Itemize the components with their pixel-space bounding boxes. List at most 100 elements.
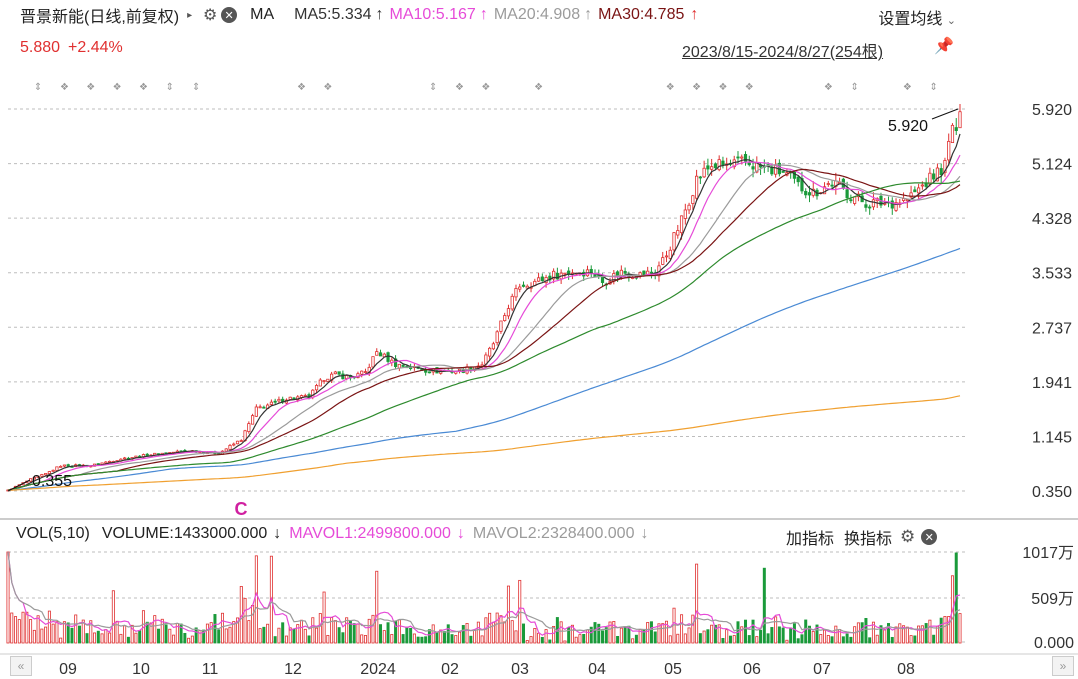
volume-bar bbox=[510, 620, 514, 644]
scroll-left-button[interactable]: « bbox=[10, 656, 32, 676]
volume-averages bbox=[7, 551, 961, 636]
volume-bar bbox=[815, 624, 819, 644]
candle-body bbox=[664, 255, 669, 258]
close-icon[interactable]: ✕ bbox=[921, 529, 938, 545]
candle-body bbox=[55, 466, 59, 471]
candle-body bbox=[341, 373, 345, 380]
volume-bar bbox=[254, 555, 258, 644]
gear-icon[interactable]: ⚙ bbox=[900, 527, 916, 546]
candle-body bbox=[913, 189, 917, 193]
x-tick: 02 bbox=[441, 661, 459, 678]
volume-bar bbox=[62, 621, 66, 644]
volume-bar bbox=[616, 635, 620, 644]
up-arrow-icon: ↑ bbox=[479, 6, 488, 23]
close-icon[interactable]: ✕ bbox=[221, 7, 238, 23]
candle-body bbox=[935, 167, 940, 182]
volume-bar bbox=[454, 635, 458, 644]
date-range[interactable]: 2023/8/15-2024/8/27(254根) bbox=[682, 44, 884, 61]
event-marker-icon: ⇕ bbox=[929, 82, 937, 93]
volume-bar bbox=[93, 632, 97, 644]
event-marker-icon: ❖ bbox=[113, 82, 122, 93]
scroll-right-button[interactable]: » bbox=[1052, 656, 1074, 676]
volume-bar bbox=[871, 621, 875, 644]
volume-tick: 0.000 bbox=[1034, 635, 1074, 652]
candle-body bbox=[804, 190, 808, 196]
volume-bar bbox=[875, 634, 879, 644]
candle-body bbox=[947, 140, 951, 161]
ma-settings-button[interactable]: 设置均线 ⌄ bbox=[878, 5, 956, 29]
volume-bar bbox=[691, 614, 695, 644]
volume-bar bbox=[747, 635, 751, 644]
volume-bar bbox=[341, 632, 345, 644]
x-tick: 12 bbox=[284, 661, 302, 678]
candle-body bbox=[683, 209, 687, 219]
candle-body bbox=[393, 358, 398, 368]
volume-bar bbox=[205, 623, 209, 644]
event-marker-icon: ❖ bbox=[718, 82, 727, 93]
volume-bar bbox=[6, 551, 10, 644]
candlesticks bbox=[6, 104, 962, 492]
candle-body bbox=[687, 204, 691, 211]
candle-body bbox=[932, 173, 936, 180]
stock-title[interactable]: 晋景新能(日线,前复权) bbox=[20, 9, 180, 26]
candle-body bbox=[845, 189, 849, 199]
volume-bar bbox=[631, 638, 635, 644]
volume-bar bbox=[559, 621, 563, 644]
candle-body bbox=[555, 272, 559, 280]
volume-bar bbox=[296, 624, 300, 644]
volume-bar bbox=[228, 626, 232, 644]
price-tick: 1.145 bbox=[1032, 429, 1072, 446]
candle-body bbox=[277, 398, 281, 402]
volume-bar bbox=[868, 637, 872, 644]
volume-bar bbox=[529, 636, 533, 644]
volume-bar bbox=[465, 623, 469, 644]
caret-right-icon[interactable]: ▸ bbox=[187, 9, 193, 21]
volume-bar bbox=[390, 634, 394, 644]
candle-body bbox=[736, 156, 740, 159]
volume-bar bbox=[126, 636, 130, 644]
candle-body bbox=[702, 167, 706, 178]
switch-indicator-button[interactable]: 换指标 bbox=[844, 531, 893, 548]
volume-bar bbox=[841, 636, 845, 644]
volume-bar bbox=[217, 629, 221, 644]
x-tick: 08 bbox=[897, 661, 915, 678]
volume-bar bbox=[680, 614, 684, 644]
price-tick: 4.328 bbox=[1032, 211, 1072, 228]
volume-bar bbox=[236, 617, 240, 644]
volume-tick: 509万 bbox=[1031, 591, 1074, 608]
event-marker-icon: ❖ bbox=[297, 82, 306, 93]
volume-bar bbox=[356, 623, 360, 644]
candle-body bbox=[552, 270, 556, 280]
candle-body bbox=[386, 352, 390, 362]
mavol2-value: MAVOL2:2328400.000 bbox=[472, 525, 635, 542]
candle-body bbox=[905, 199, 909, 202]
add-indicator-button[interactable]: 加指标 bbox=[786, 531, 835, 548]
gear-icon[interactable]: ⚙ bbox=[202, 7, 218, 24]
volume-bar bbox=[363, 635, 367, 644]
volume-bar bbox=[360, 634, 364, 644]
volume-bar bbox=[898, 623, 902, 644]
pin-icon[interactable]: 📌 bbox=[934, 38, 954, 55]
candle-body bbox=[822, 186, 827, 195]
volume-bar bbox=[288, 627, 292, 644]
volume-bar bbox=[909, 635, 913, 644]
up-arrow-icon: ↑ bbox=[584, 6, 593, 23]
volume-bar bbox=[258, 628, 262, 644]
price-tick: 0.350 bbox=[1032, 484, 1072, 501]
volume-bar bbox=[32, 629, 36, 644]
volume-bar bbox=[164, 624, 168, 644]
ma5-value: MA5:5.334 bbox=[294, 6, 372, 23]
volume-header: VOL(5,10) VOLUME:1433000.000 ↓ MAVOL1:24… bbox=[16, 525, 648, 543]
price-tick: 1.941 bbox=[1032, 375, 1072, 392]
x-tick: 04 bbox=[588, 661, 606, 678]
volume-bar bbox=[130, 624, 134, 644]
volume-bar bbox=[796, 638, 800, 644]
candle-body bbox=[864, 204, 868, 208]
x-tick: 05 bbox=[664, 661, 682, 678]
mavol5-line bbox=[7, 551, 961, 636]
volume-bar bbox=[427, 629, 431, 644]
volume-bar bbox=[25, 611, 29, 644]
candle-body bbox=[59, 465, 63, 468]
candle-body bbox=[868, 206, 872, 209]
